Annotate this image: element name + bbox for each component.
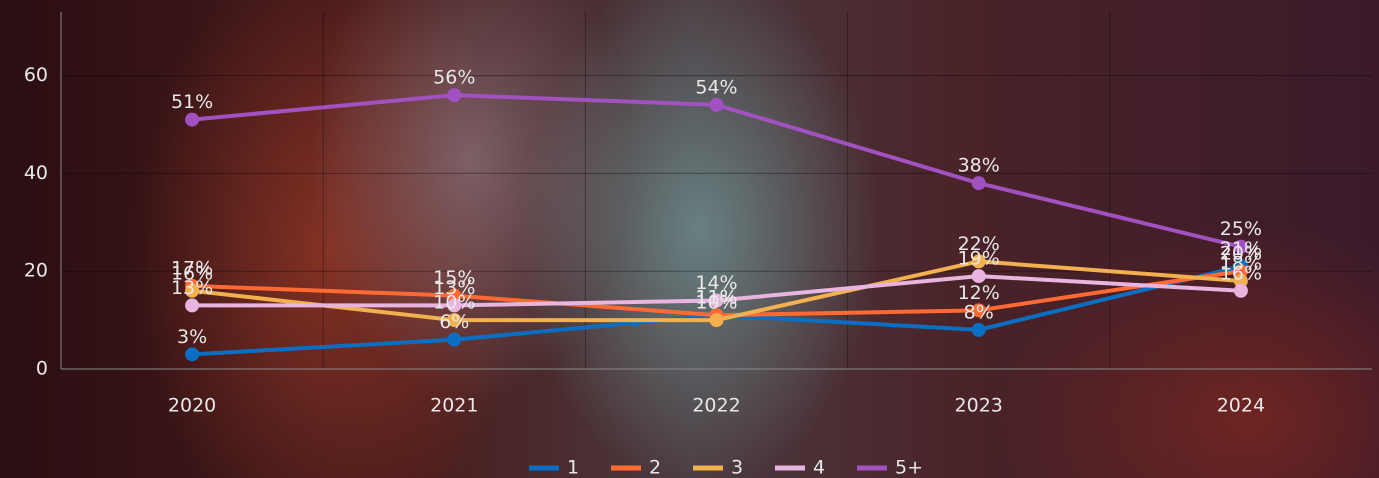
data-label: 17% (171, 257, 213, 279)
data-point (971, 322, 986, 337)
x-tick-label: 2023 (955, 395, 1003, 417)
data-label: 16% (1220, 262, 1262, 284)
data-label: 10% (433, 292, 475, 314)
data-point (447, 313, 462, 328)
data-point (185, 298, 200, 313)
data-label: 15% (433, 267, 475, 289)
data-label: 14% (695, 272, 737, 294)
legend: 1 2 3 4 5+ (529, 457, 923, 478)
data-label: 11% (695, 287, 737, 309)
data-point (971, 176, 986, 191)
y-tick-label: 60 (24, 64, 48, 86)
data-point (185, 112, 200, 127)
legend-label: 4 (813, 457, 825, 478)
x-tick-label: 2021 (430, 395, 478, 417)
data-point (971, 303, 986, 318)
data-label: 13% (171, 277, 213, 299)
data-label: 56% (433, 67, 475, 89)
x-tick-label: 2022 (692, 395, 740, 417)
data-label: 8% (964, 301, 994, 323)
series-line (191, 93, 1242, 249)
data-label: 11% (695, 287, 737, 309)
legend-label: 5+ (895, 457, 923, 478)
data-point (447, 332, 462, 347)
legend-label: 2 (649, 457, 661, 478)
data-label: 19% (958, 248, 1000, 270)
data-label: 6% (439, 311, 469, 333)
data-point (709, 97, 724, 112)
data-point (971, 269, 986, 284)
data-label: 25% (1220, 218, 1262, 240)
data-label: 18% (1220, 252, 1262, 274)
data-label: 20% (1220, 243, 1262, 265)
data-point (185, 283, 200, 298)
data-label: 13% (433, 277, 475, 299)
data-point (1233, 273, 1248, 288)
data-label: 12% (958, 282, 1000, 304)
legend-label: 3 (731, 457, 743, 478)
data-point (185, 347, 200, 362)
data-label: 21% (1220, 238, 1262, 260)
data-point (709, 313, 724, 328)
x-tick-label: 2024 (1217, 395, 1265, 417)
data-label: 51% (171, 91, 213, 113)
data-label: 54% (695, 76, 737, 98)
data-point (971, 254, 986, 269)
data-point (1233, 264, 1248, 279)
legend-label: 1 (567, 457, 579, 478)
y-tick-label: 0 (36, 358, 48, 380)
y-tick-label: 20 (24, 260, 48, 282)
data-label: 38% (958, 155, 1000, 177)
data-label: 16% (171, 262, 213, 284)
data-label: 3% (177, 326, 207, 348)
data-label: 22% (958, 233, 1000, 255)
x-tick-label: 2020 (168, 395, 216, 417)
data-point (447, 298, 462, 313)
data-point (447, 88, 462, 103)
data-point (447, 288, 462, 303)
y-tick-label: 40 (24, 162, 48, 184)
data-label: 10% (695, 292, 737, 314)
data-point (1233, 239, 1248, 254)
data-point (709, 293, 724, 308)
data-point (1233, 283, 1248, 298)
